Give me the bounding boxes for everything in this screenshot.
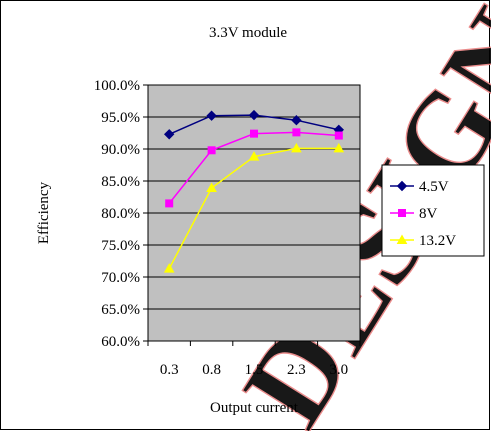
data-point (334, 131, 343, 140)
series-group (163, 109, 345, 273)
y-tick-label: 65.0% (101, 302, 140, 318)
legend-item: 8V (390, 206, 438, 222)
y-tick-label: 80.0% (101, 206, 140, 222)
data-point (163, 263, 175, 273)
y-tick-label: 60.0% (101, 334, 140, 350)
y-tick-label: 70.0% (101, 270, 140, 286)
x-axis-ticks: 0.3 0.8 1.5 2.3 3.0 (147, 341, 361, 378)
data-point (206, 110, 217, 121)
data-point (291, 142, 302, 153)
series-13.2V (163, 142, 345, 273)
data-point (248, 151, 260, 161)
legend-marker (396, 180, 408, 192)
y-tick-label: 90.0% (101, 142, 140, 158)
chart-title: 3.3V module (209, 25, 287, 41)
y-axis-label: Efficiency (36, 181, 52, 244)
y-tick-label: 100.0% (94, 78, 140, 94)
y-tick-label: 75.0% (101, 238, 140, 254)
x-tick-label: 3.0 (329, 362, 348, 378)
y-tick-label: 85.0% (101, 174, 140, 190)
legend-item: 4.5V (390, 179, 449, 195)
data-point (291, 114, 302, 126)
legend-label: 4.5V (419, 179, 449, 195)
x-tick-label: 0.8 (202, 362, 221, 378)
y-tick-label: 95.0% (101, 110, 140, 126)
x-tick-label: 1.5 (245, 362, 264, 378)
data-point (250, 129, 258, 138)
y-axis-ticks: 60.0% 65.0% 70.0% 75.0% 80.0% 85.0% 90.0% 95.0%… (94, 78, 148, 350)
legend-label: 13.2V (419, 233, 456, 249)
data-point (206, 182, 217, 193)
legend-marker (396, 234, 408, 244)
legend-marker (398, 209, 406, 217)
x-axis-label: Output current (210, 400, 299, 416)
legend-label: 8V (419, 206, 438, 222)
x-tick-label: 2.3 (287, 362, 306, 378)
data-point (333, 142, 345, 153)
data-point (165, 199, 174, 208)
data-point (292, 128, 301, 137)
legend: 4.5V 8V 13.2V (381, 164, 485, 257)
data-point (207, 146, 216, 155)
legend-item: 13.2V (390, 233, 456, 249)
data-point (163, 129, 175, 140)
x-tick-label: 0.3 (160, 362, 179, 378)
series-8V (165, 128, 343, 208)
data-point (248, 109, 260, 121)
